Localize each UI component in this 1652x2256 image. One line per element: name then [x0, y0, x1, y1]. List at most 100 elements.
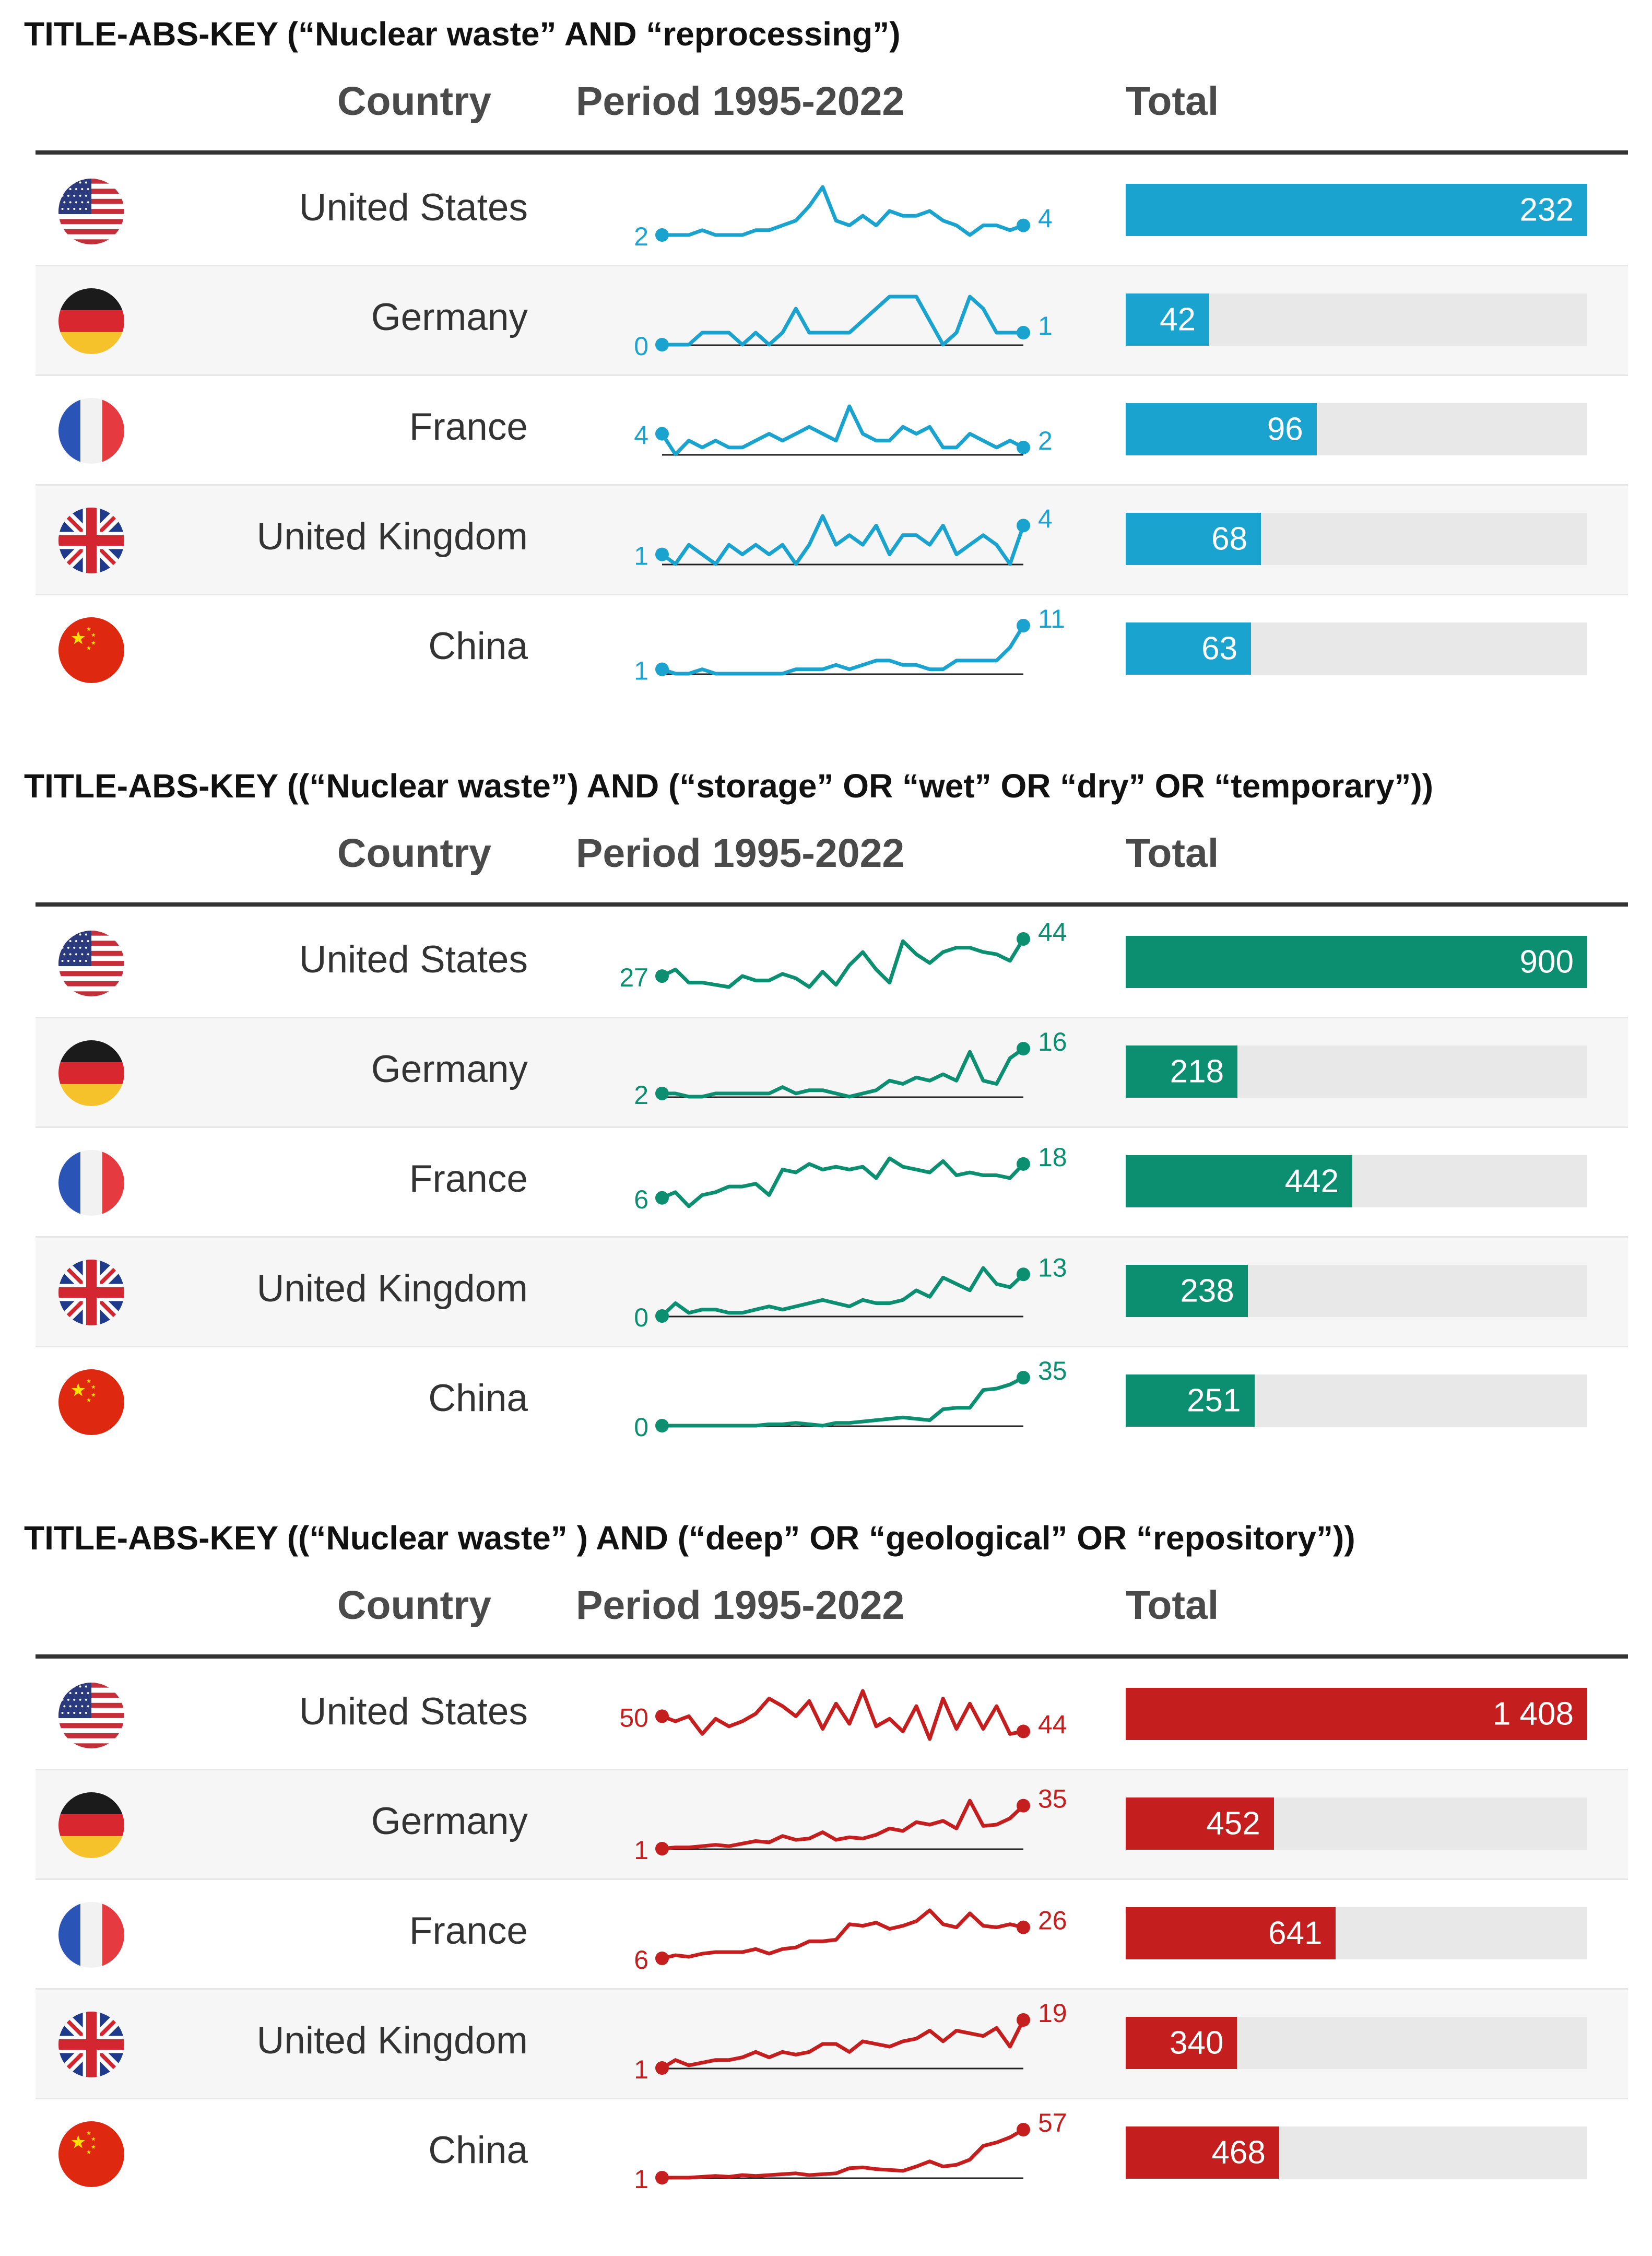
sparkline-start-point	[655, 969, 669, 983]
total-bar-track: 641	[1126, 1907, 1587, 1959]
table-row: United Kingdom 1 19 340	[36, 1990, 1628, 2099]
sparkline-series	[660, 1799, 1025, 1851]
total-bar: 238	[1126, 1265, 1248, 1317]
total-bar: 232	[1126, 184, 1587, 236]
sparkline: 6 18	[634, 1143, 1067, 1214]
sparkline: 27 44	[619, 918, 1067, 992]
sparkline-start-label: 0	[634, 1303, 648, 1332]
sparkline-end-label: 35	[1038, 1784, 1067, 1814]
sparkline-series	[660, 624, 1025, 676]
sparkline: 01	[634, 295, 1053, 361]
header-rule	[36, 1654, 1628, 1659]
sparkline-end-label: 44	[1038, 1710, 1067, 1739]
row-divider	[36, 1769, 1628, 1770]
total-bar: 900	[1126, 936, 1587, 988]
sparkline-end-point	[1017, 1920, 1030, 1934]
total-bar-track: 900	[1126, 936, 1587, 988]
sparkline: 14	[634, 504, 1053, 570]
china-flag-icon	[58, 1369, 124, 1435]
total-value-label: 340	[1170, 2025, 1224, 2061]
total-value-label: 218	[1170, 1053, 1224, 1090]
row-divider	[36, 594, 1628, 595]
total-bar-track: 232	[1126, 184, 1587, 236]
sparkline-series	[660, 514, 1025, 566]
sparkline-end-point	[1017, 519, 1030, 533]
chart-title: TITLE-ABS-KEY ((“Nuclear waste” ) AND (“…	[24, 1519, 1355, 1557]
chart-title: TITLE-ABS-KEY ((“Nuclear waste”) AND (“s…	[24, 767, 1434, 805]
uk-flag-icon	[58, 1260, 124, 1325]
row-divider	[36, 1878, 1628, 1880]
sparkline-start-point	[655, 1709, 669, 1723]
total-bar: 251	[1126, 1374, 1255, 1427]
total-bar-track: 63	[1126, 622, 1587, 675]
sparkline-series	[660, 937, 1025, 989]
sparkline: 6 26	[634, 1906, 1067, 1975]
table-row: Germany 1 35 452	[36, 1770, 1628, 1880]
sparkline-end-label: 26	[1038, 1906, 1067, 1935]
sparkline-end-label: 13	[1038, 1253, 1067, 1282]
total-value-label: 63	[1201, 630, 1238, 667]
sparkline-end-label: 4	[1038, 504, 1053, 533]
sparkline-end-label: 11	[1038, 604, 1065, 633]
france-flag-icon	[58, 398, 124, 464]
sparkline-series	[660, 1047, 1025, 1099]
chart-panel: TITLE-ABS-KEY ((“Nuclear waste” ) AND (“…	[0, 1504, 1652, 2256]
total-bar-track: 42	[1126, 293, 1587, 346]
sparkline-end-point	[1017, 1371, 1030, 1384]
sparkline-start-label: 1	[634, 656, 648, 686]
sparkline-end-point	[1017, 619, 1030, 632]
sparkline-start-point	[655, 228, 669, 242]
row-divider	[36, 265, 1628, 266]
country-label: Germany	[371, 1800, 528, 1842]
germany-flag-icon	[58, 288, 124, 354]
china-flag-icon	[58, 2121, 124, 2187]
sparkline-series	[660, 1266, 1025, 1318]
sparkline-end-point	[1017, 1799, 1030, 1813]
sparkline-series	[660, 2018, 1025, 2070]
sparkline: 111	[634, 604, 1065, 686]
sparkline-series	[660, 1376, 1025, 1428]
country-label: United Kingdom	[256, 1267, 528, 1310]
country-label: United Kingdom	[256, 515, 528, 558]
total-bar: 340	[1126, 2017, 1237, 2069]
total-bar-track: 1 408	[1126, 1688, 1587, 1740]
sparkline-start-point	[655, 1842, 669, 1855]
sparkline-end-point	[1017, 1042, 1030, 1055]
total-value-label: 442	[1284, 1163, 1339, 1200]
total-value-label: 900	[1519, 944, 1574, 980]
sparkline: 0 35	[634, 1356, 1067, 1442]
total-bar-track: 442	[1126, 1155, 1587, 1207]
sparkline-start-label: 6	[634, 1185, 648, 1214]
sparkline-end-point	[1017, 2123, 1030, 2136]
sparkline-series	[660, 404, 1025, 456]
column-header-total: Total	[1126, 1583, 1219, 1628]
table-row: United States 2 4 232	[36, 157, 1628, 266]
total-bar-track: 452	[1126, 1797, 1587, 1850]
sparkline-end-point	[1017, 1157, 1030, 1171]
chart-panel: TITLE-ABS-KEY ((“Nuclear waste”) AND (“s…	[0, 752, 1652, 1504]
column-header-country: Country	[337, 831, 491, 876]
sparkline-start-point	[655, 1191, 669, 1205]
total-bar: 468	[1126, 2126, 1279, 2179]
sparkline-start-point	[655, 2061, 669, 2075]
germany-flag-icon	[58, 1792, 124, 1858]
total-value-label: 232	[1519, 192, 1574, 228]
row-divider	[36, 1988, 1628, 1990]
sparkline: 0 13	[634, 1253, 1067, 1332]
sparkline-start-label: 6	[634, 1945, 648, 1975]
country-label: China	[428, 625, 528, 667]
total-bar: 218	[1126, 1045, 1238, 1098]
row-divider	[36, 1017, 1628, 1018]
country-label: France	[409, 1158, 528, 1200]
sparkline-series	[660, 185, 1025, 237]
total-bar: 442	[1126, 1155, 1353, 1207]
germany-flag-icon	[58, 1040, 124, 1106]
sparkline-end-label: 4	[1038, 204, 1053, 233]
sparkline: 24	[634, 185, 1053, 251]
sparkline-end-label: 44	[1038, 918, 1067, 947]
sparkline-end-label: 16	[1038, 1027, 1067, 1056]
total-bar-track: 340	[1126, 2017, 1587, 2069]
total-value-label: 468	[1211, 2134, 1266, 2171]
total-bar: 1 408	[1126, 1688, 1587, 1740]
sparkline-start-point	[655, 1419, 669, 1432]
